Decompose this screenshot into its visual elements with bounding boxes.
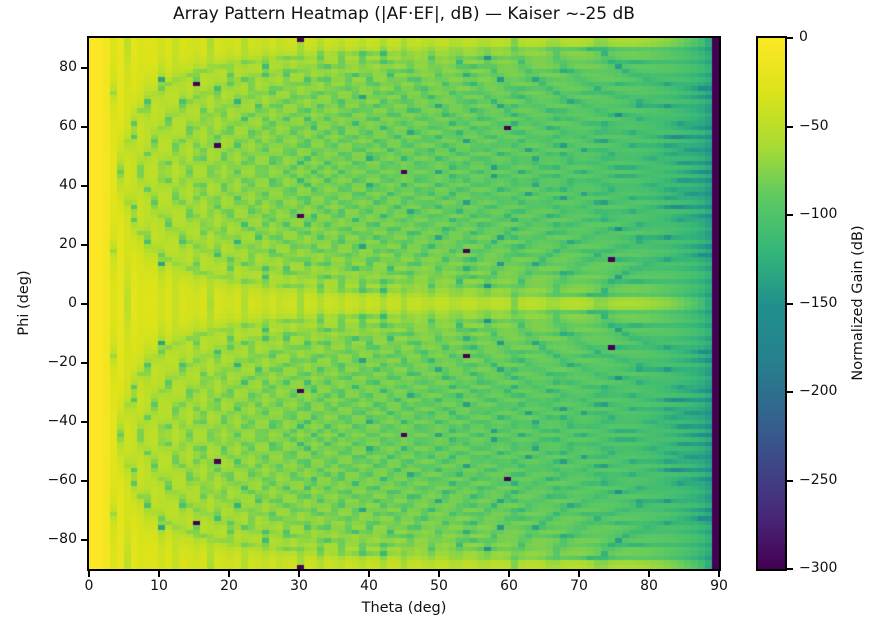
x-tick-label: 50 xyxy=(430,578,448,594)
y-tick-label: −80 xyxy=(47,530,77,547)
x-tick-mark xyxy=(228,571,230,577)
x-axis-label: Theta (deg) xyxy=(361,600,447,616)
y-tick-mark xyxy=(81,243,87,246)
y-tick-label: −60 xyxy=(47,471,77,488)
chart-title: Array Pattern Heatmap (|AF·EF|, dB) — Ka… xyxy=(173,4,635,24)
colorbar-tick-mark xyxy=(787,568,793,570)
y-tick-label: −40 xyxy=(47,412,77,429)
colorbar-tick-label: −150 xyxy=(799,294,838,311)
y-tick-mark xyxy=(81,66,87,69)
heatmap-plot xyxy=(87,36,721,571)
y-tick-mark xyxy=(81,538,87,541)
x-tick-mark xyxy=(88,571,90,577)
x-tick-label: 70 xyxy=(570,578,588,594)
y-tick-label: 20 xyxy=(59,235,77,252)
x-tick-label: 20 xyxy=(220,578,238,594)
colorbar-tick-mark xyxy=(787,479,793,482)
x-tick-mark xyxy=(648,571,650,577)
y-tick-mark xyxy=(81,361,87,364)
colorbar-tick-label: −250 xyxy=(799,471,838,488)
colorbar-tick-mark xyxy=(787,125,793,128)
y-tick-label: −20 xyxy=(47,353,77,370)
x-tick-label: 60 xyxy=(500,578,518,594)
colorbar-tick-label: −300 xyxy=(799,560,838,576)
x-tick-label: 80 xyxy=(640,578,658,594)
x-tick-mark xyxy=(298,571,300,577)
y-tick-mark xyxy=(81,125,87,128)
y-tick-mark xyxy=(81,479,87,482)
colorbar-tick-label: −50 xyxy=(799,117,829,134)
colorbar-tick-mark xyxy=(787,37,793,39)
y-tick-label: 40 xyxy=(59,176,77,193)
x-tick-label: 40 xyxy=(360,578,378,594)
x-tick-mark xyxy=(718,571,720,577)
x-tick-mark xyxy=(368,571,370,577)
x-tick-mark xyxy=(508,571,510,577)
colorbar-tick-mark xyxy=(787,214,793,216)
colorbar-tick-label: −200 xyxy=(799,383,838,399)
colorbar-canvas xyxy=(758,38,785,569)
colorbar-tick-label: −100 xyxy=(799,206,838,222)
colorbar-tick-mark xyxy=(787,302,793,305)
colorbar-tick-mark xyxy=(787,391,793,393)
x-tick-mark xyxy=(438,571,440,577)
y-tick-mark xyxy=(81,184,87,187)
y-tick-label: 60 xyxy=(59,117,77,134)
colorbar-tick-label: 0 xyxy=(799,29,808,45)
x-tick-mark xyxy=(578,571,580,577)
x-tick-label: 10 xyxy=(150,578,168,594)
y-tick-label: 80 xyxy=(59,58,77,75)
y-tick-mark xyxy=(81,302,87,305)
y-tick-label: 0 xyxy=(68,294,77,311)
x-tick-label: 0 xyxy=(84,578,94,594)
colorbar-label: Normalized Gain (dB) xyxy=(850,225,866,381)
x-tick-mark xyxy=(158,571,160,577)
x-tick-label: 90 xyxy=(710,578,728,594)
heatmap-canvas xyxy=(89,38,719,569)
x-tick-label: 30 xyxy=(290,578,308,594)
colorbar xyxy=(756,36,787,571)
y-tick-mark xyxy=(81,420,87,423)
